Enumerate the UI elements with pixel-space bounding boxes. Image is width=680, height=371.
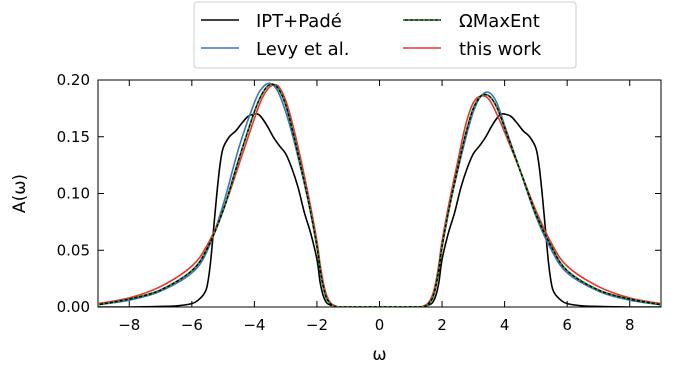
x-tick-label: −2 — [306, 316, 328, 334]
x-axis-label: ω — [372, 345, 386, 365]
x-tick-label: 8 — [625, 316, 635, 334]
legend-entry-omaxent: ΩMaxEnt — [403, 11, 540, 32]
x-tick-label: −4 — [243, 316, 265, 334]
y-axis-label: A(ω) — [10, 174, 30, 213]
y-axis-ticks: 0.00 0.05 0.10 0.15 0.20 — [57, 71, 661, 316]
legend-label-levy: Levy et al. — [256, 39, 349, 60]
legend-box — [193, 1, 577, 69]
series-this-work-line — [98, 83, 661, 307]
x-tick-label: 6 — [562, 316, 572, 334]
legend-entry-ipt-pade: IPT+Padé — [201, 11, 342, 32]
x-tick-label: 4 — [500, 316, 510, 334]
x-tick-label: 0 — [375, 316, 385, 334]
series-omaxent-line — [98, 83, 661, 307]
legend-label-ipt-pade: IPT+Padé — [256, 11, 342, 32]
y-tick-label: 0.20 — [57, 71, 90, 89]
series-layer — [98, 82, 661, 307]
x-tick-label: 2 — [437, 316, 447, 334]
x-axis-ticks: −8 −6 −4 −2 0 2 4 6 8 — [118, 80, 634, 334]
legend-label-omaxent: ΩMaxEnt — [459, 11, 540, 32]
y-tick-label: 0.10 — [57, 185, 90, 203]
series-ipt-pade-line — [98, 112, 661, 307]
y-tick-label: 0.00 — [57, 298, 90, 316]
x-tick-label: −6 — [181, 316, 203, 334]
y-tick-label: 0.05 — [57, 241, 90, 259]
y-tick-label: 0.15 — [57, 128, 90, 146]
x-tick-label: −8 — [118, 316, 140, 334]
legend-label-this-work: this work — [459, 39, 542, 60]
legend-entry-levy: Levy et al. — [201, 39, 349, 60]
legend: IPT+Padé Levy et al. ΩMaxEnt this work — [193, 1, 577, 69]
series-levy-line — [98, 82, 661, 307]
legend-entry-this-work: this work — [403, 39, 542, 60]
